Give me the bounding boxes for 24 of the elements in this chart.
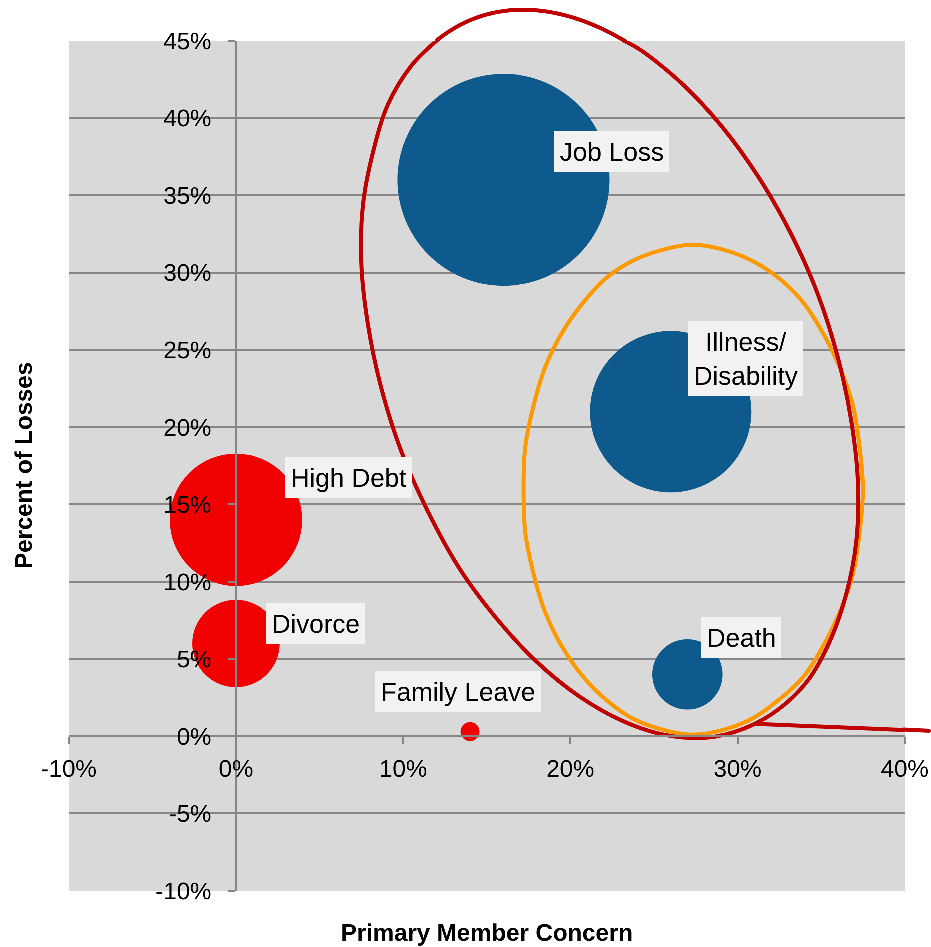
y-tick-label: 45% (164, 28, 212, 56)
y-tick-label: -5% (168, 801, 212, 828)
annotation: Divorce (272, 609, 360, 639)
y-tick-label: 40% (164, 106, 212, 133)
y-tick-label: -10% (156, 878, 212, 906)
x-tick-label: 0% (218, 756, 254, 784)
annotation: Family Leave (381, 677, 536, 707)
y-tick-label: 30% (164, 260, 212, 288)
x-tick-label: 40% (880, 756, 930, 784)
x-axis-title: Primary Member Concern (341, 920, 634, 947)
annotation: High Debt (291, 463, 408, 493)
y-tick-label: 25% (164, 337, 212, 364)
x-tick-label: 30% (714, 756, 762, 784)
y-tick-label: 0% (176, 724, 212, 751)
y-tick-label: 35% (164, 182, 212, 210)
annotation: Death (707, 623, 776, 653)
annotation: Illness/ Disability (694, 327, 798, 391)
y-axis-title: Percent of Losses (11, 362, 38, 569)
annotation: Job Loss (560, 137, 664, 167)
x-tick-label: -10% (40, 756, 98, 784)
y-tick-label: 20% (164, 414, 212, 442)
x-tick-label: 20% (546, 756, 595, 784)
x-tick-label: 10% (379, 756, 428, 784)
y-tick-label: 10% (164, 569, 212, 596)
